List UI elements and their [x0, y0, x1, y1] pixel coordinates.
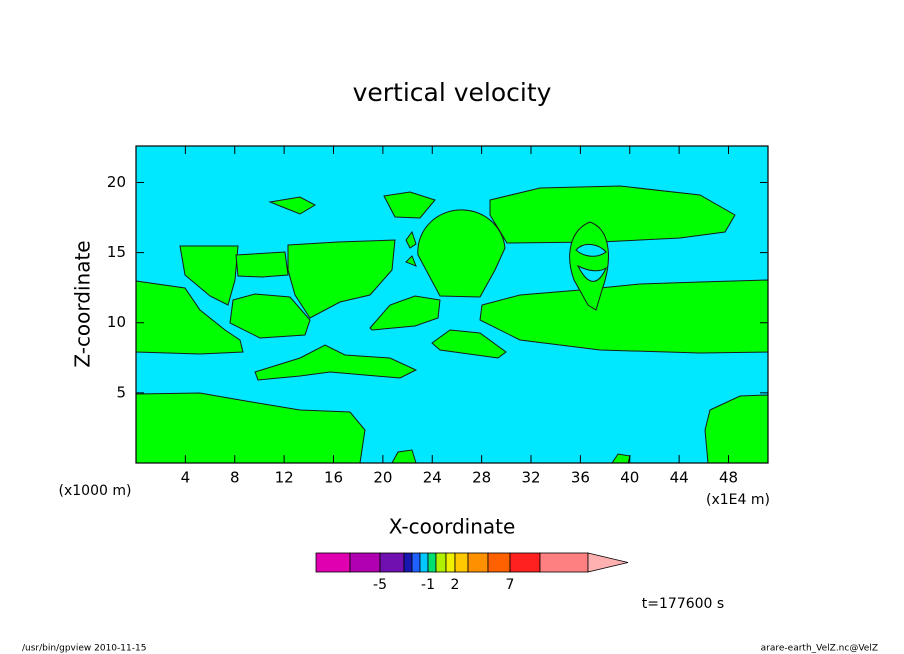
region [405, 230, 417, 249]
colorbar-tick-label: -1 [421, 577, 435, 593]
y-tick-label: 20 [107, 173, 126, 191]
colorbar-tick-label: -5 [373, 577, 387, 593]
region [405, 255, 417, 267]
region [229, 293, 311, 339]
region [489, 185, 736, 244]
colorbar-segment [411, 552, 421, 573]
colorbar-segment [509, 552, 541, 573]
region [268, 196, 317, 215]
colorbar-segment [454, 552, 469, 573]
footer-right: arare-earth_VelZ.nc@VelZ [761, 644, 878, 654]
region [235, 251, 289, 278]
hole [576, 264, 608, 282]
region [254, 344, 418, 381]
x-tick-label: 44 [670, 469, 689, 487]
x-tick-label: 20 [373, 469, 392, 487]
colorbar-segment [445, 552, 456, 573]
region [369, 295, 441, 331]
y-tick-label: 5 [116, 383, 126, 401]
colorbar-segment [539, 552, 589, 573]
region [431, 329, 507, 359]
colorbar-segment [315, 552, 351, 573]
x-unit-left: (x1000 m) [59, 483, 132, 499]
region [135, 280, 244, 355]
colorbar-segment [403, 552, 413, 573]
region [569, 221, 609, 311]
contour-regions [135, 185, 769, 464]
colorbar-segment [435, 552, 447, 573]
hole [575, 243, 607, 257]
chart-title: vertical velocity [353, 78, 552, 107]
region [417, 209, 506, 298]
time-annotation: t=177600 s [642, 596, 724, 612]
region [287, 239, 396, 319]
x-tick-label: 28 [472, 469, 491, 487]
x-tick-label: 16 [324, 469, 343, 487]
x-tick-label: 40 [620, 469, 639, 487]
x-tick-label: 4 [181, 469, 191, 487]
x-axis-title: X-coordinate [389, 515, 516, 539]
x-tick-label: 12 [275, 469, 294, 487]
colorbar-segment [419, 552, 429, 573]
footer-left: /usr/bin/gpview 2010-11-15 [22, 644, 146, 654]
x-unit-right: (x1E4 m) [706, 492, 770, 508]
x-tick-label: 48 [719, 469, 738, 487]
colorbar-segment [349, 552, 381, 573]
y-tick-label: 15 [107, 243, 126, 261]
colorbar-segment [487, 552, 511, 573]
y-axis-title: Z-coordinate [71, 240, 95, 367]
plot-frame [135, 145, 769, 464]
x-tick-label: 8 [230, 469, 240, 487]
colorbar-extension [587, 552, 629, 573]
region [179, 245, 239, 306]
colorbar-segment [379, 552, 405, 573]
colorbar-segment [467, 552, 489, 573]
x-tick-label: 24 [423, 469, 442, 487]
colorbar-segment [427, 552, 437, 573]
x-tick-label: 36 [571, 469, 590, 487]
colorbar-tick-label: 7 [506, 577, 515, 593]
colorbar-tick-label: 2 [451, 577, 460, 593]
y-tick-label: 10 [107, 313, 126, 331]
region [383, 191, 436, 219]
x-tick-label: 32 [521, 469, 540, 487]
